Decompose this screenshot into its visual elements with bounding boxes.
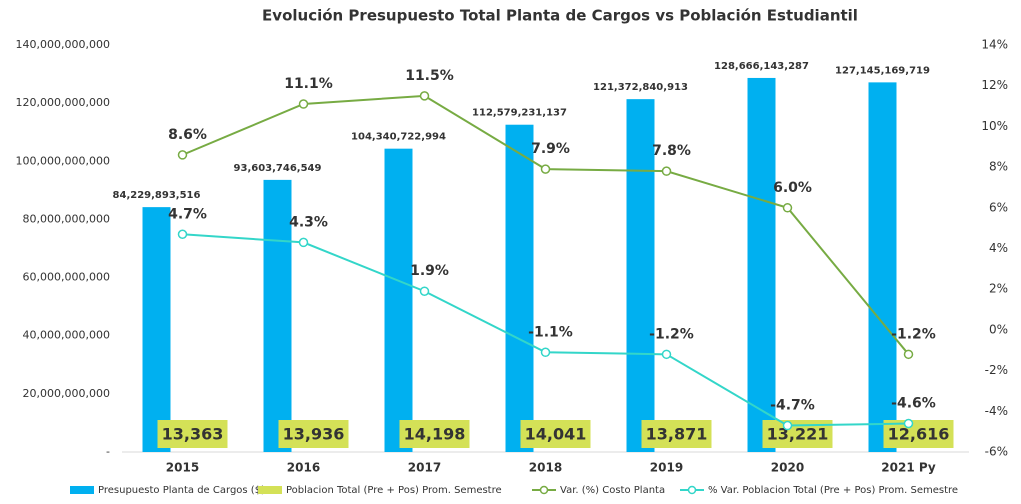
line-value-label: -1.1% [528,324,573,340]
bar [506,125,534,452]
y2-tick-label: 4% [989,241,1008,255]
line-value-label: 11.5% [405,68,454,84]
line-value-label: 4.3% [289,214,328,230]
line-value-label: 11.1% [284,76,333,92]
line-value-label: 6.0% [773,180,812,196]
point [179,151,187,159]
x-tick-label: 2020 [771,461,804,475]
bar-value-label: 104,340,722,994 [351,132,446,143]
legend-swatch [70,486,94,494]
y2-tick-label: 0% [989,322,1008,336]
line-value-label: -4.7% [770,398,815,414]
y2-tick-label: 2% [989,282,1008,296]
bar-value-label: 13,363 [162,425,224,444]
bar-value-label: 14,041 [525,425,587,444]
x-tick-label: 2019 [650,461,683,475]
y-tick-label: 40,000,000,000 [23,329,110,342]
line-value-label: -1.2% [649,326,694,342]
line-value-label: 7.9% [531,141,570,157]
y-tick-label: 140,000,000,000 [16,38,110,51]
y-tick-label: 100,000,000,000 [16,154,110,167]
bar-value-label: 84,229,893,516 [113,190,201,201]
point [542,165,550,173]
point [421,287,429,295]
y-tick-label: 80,000,000,000 [23,212,110,225]
point [784,204,792,212]
y2-tick-label: 14% [981,38,1008,52]
bar [264,180,292,452]
point [300,238,308,246]
legend-label: % Var. Poblacion Total (Pre + Pos) Prom.… [708,485,958,496]
line-value-label: -1.2% [891,326,936,342]
bar-value-label: 12,616 [888,425,950,444]
point [905,350,913,358]
line-value-label: 7.8% [652,143,691,159]
bar-value-label: 93,603,746,549 [234,163,322,174]
line-value-label: -4.6% [891,396,936,412]
bar-value-label: 13,871 [646,425,708,444]
y2-tick-label: 12% [981,78,1008,92]
legend-swatch [258,486,282,494]
bar [385,149,413,452]
line-value-label: 8.6% [168,127,207,143]
line-value-label: 1.9% [410,263,449,279]
bar-value-label: 13,221 [767,425,829,444]
point [663,167,671,175]
y2-tick-label: -4% [985,404,1008,418]
chart-title: Evolución Presupuesto Total Planta de Ca… [262,7,858,25]
legend-label: Var. (%) Costo Planta [560,485,665,496]
bar [748,78,776,452]
bar-value-label: 127,145,169,719 [835,65,930,76]
bar-value-label: 112,579,231,137 [472,108,567,119]
y2-tick-label: 10% [981,119,1008,133]
bar-value-label: 128,666,143,287 [714,61,809,72]
point [542,348,550,356]
y-tick-label: - [106,445,110,458]
point [663,350,671,358]
x-tick-label: 2017 [408,461,441,475]
y2-tick-label: -2% [985,363,1008,377]
bar-value-label: 121,372,840,913 [593,82,688,93]
y-tick-label: 20,000,000,000 [23,387,110,400]
x-tick-label: 2016 [287,461,320,475]
line-value-label: 4.7% [168,206,207,222]
y-tick-label: 60,000,000,000 [23,271,110,284]
y-tick-label: 120,000,000,000 [16,96,110,109]
bar-value-label: 13,936 [283,425,345,444]
y2-tick-label: 6% [989,200,1008,214]
point [179,230,187,238]
point [421,92,429,100]
x-tick-label: 2015 [166,461,199,475]
y2-tick-label: 8% [989,160,1008,174]
bar [143,207,171,452]
legend-label: Poblacion Total (Pre + Pos) Prom. Semest… [286,485,502,496]
legend-swatch [541,487,548,494]
legend-swatch [689,487,696,494]
x-tick-label: 2018 [529,461,562,475]
legend-label: Presupuesto Planta de Cargos ($) [98,485,265,496]
x-tick-label: 2021 Py [881,461,936,475]
bar [627,99,655,452]
point [905,420,913,428]
point [784,422,792,430]
y2-tick-label: -6% [985,445,1008,459]
point [300,100,308,108]
bar-value-label: 14,198 [404,425,466,444]
